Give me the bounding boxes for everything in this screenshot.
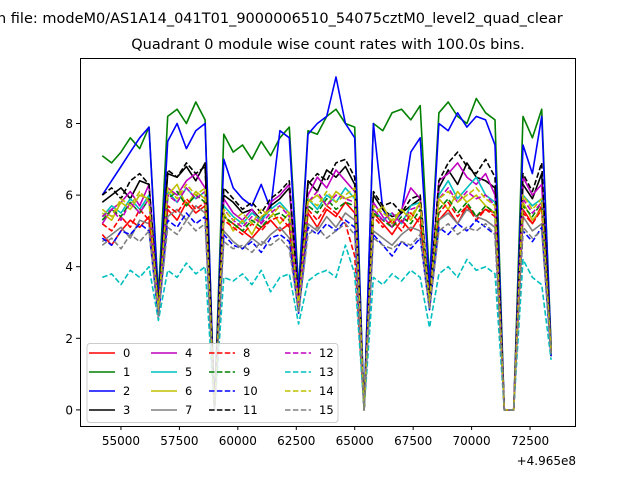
series-line-7 (101, 205, 552, 411)
legend-item-9: 9 (209, 365, 250, 379)
x-axis: 55000 57500 60000 62500 65000 67500 70000 72500 (102, 426, 549, 448)
x-offset-text: +4.965e8 (517, 454, 576, 468)
legend-label: 6 (185, 384, 192, 398)
legend-item-7: 7 (151, 403, 192, 417)
legend-label: 2 (123, 384, 130, 398)
legend-label: 11 (243, 403, 258, 417)
legend-label: 12 (319, 346, 334, 360)
series-line-10 (101, 212, 552, 411)
x-tick-label: 55000 (102, 434, 140, 448)
legend-label: 7 (185, 403, 192, 417)
legend-item-8: 8 (209, 346, 250, 360)
y-tick-label: 4 (65, 260, 73, 274)
y-tick-label: 0 (65, 403, 73, 417)
series-line-12 (101, 187, 552, 411)
legend-item-13: 13 (285, 365, 334, 379)
plot-frame (80, 58, 576, 427)
x-tick-label: 72500 (511, 434, 549, 448)
y-axis: 0 2 4 6 8 (65, 117, 80, 417)
y-tick-label: 2 (65, 332, 73, 346)
series-line-9 (101, 190, 552, 411)
legend-item-12: 12 (285, 346, 334, 360)
legend-label: 8 (243, 346, 250, 360)
legend-label: 15 (319, 403, 334, 417)
figure-suptitle: n file: modeM0/AS1A14_041T01_9000006510_… (0, 11, 563, 27)
legend-item-15: 15 (285, 403, 334, 417)
legend-item-1: 1 (89, 365, 130, 379)
series-line-14 (101, 183, 552, 411)
series-line-11 (101, 151, 552, 411)
series-line-13 (102, 244, 552, 411)
series-line-4 (101, 162, 552, 411)
legend-item-6: 6 (151, 384, 192, 398)
series-line-15 (101, 219, 552, 411)
x-tick-label: 67500 (394, 434, 432, 448)
legend-item-3: 3 (89, 403, 130, 417)
chart-title: Quadrant 0 module wise count rates with … (131, 37, 525, 53)
legend-label: 3 (123, 403, 130, 417)
legend-item-4: 4 (151, 346, 192, 360)
legend-item-11: 11 (209, 403, 258, 417)
series-line-6 (101, 183, 552, 411)
x-tick-label: 57500 (160, 434, 198, 448)
y-tick-label: 6 (65, 189, 73, 203)
legend-label: 1 (123, 365, 130, 379)
legend-label: 10 (243, 384, 258, 398)
legend-item-2: 2 (89, 384, 130, 398)
y-tick-label: 8 (65, 117, 73, 131)
legend-box (86, 343, 339, 423)
x-tick-label: 65000 (336, 434, 374, 448)
legend-label: 9 (243, 365, 250, 379)
legend-item-14: 14 (285, 384, 334, 398)
series-line-5 (101, 176, 552, 411)
legend-label: 14 (319, 384, 334, 398)
legend-label: 0 (123, 346, 130, 360)
legend-label: 5 (185, 365, 192, 379)
x-tick-label: 70000 (453, 434, 491, 448)
legend-item-10: 10 (209, 384, 258, 398)
legend-label: 13 (319, 365, 334, 379)
legend-label: 4 (185, 346, 192, 360)
series-line-2 (101, 76, 552, 411)
legend-item-0: 0 (89, 346, 130, 360)
legend-item-5: 5 (151, 365, 192, 379)
x-tick-label: 60000 (219, 434, 257, 448)
x-tick-label: 62500 (277, 434, 315, 448)
series-layer (101, 76, 552, 411)
